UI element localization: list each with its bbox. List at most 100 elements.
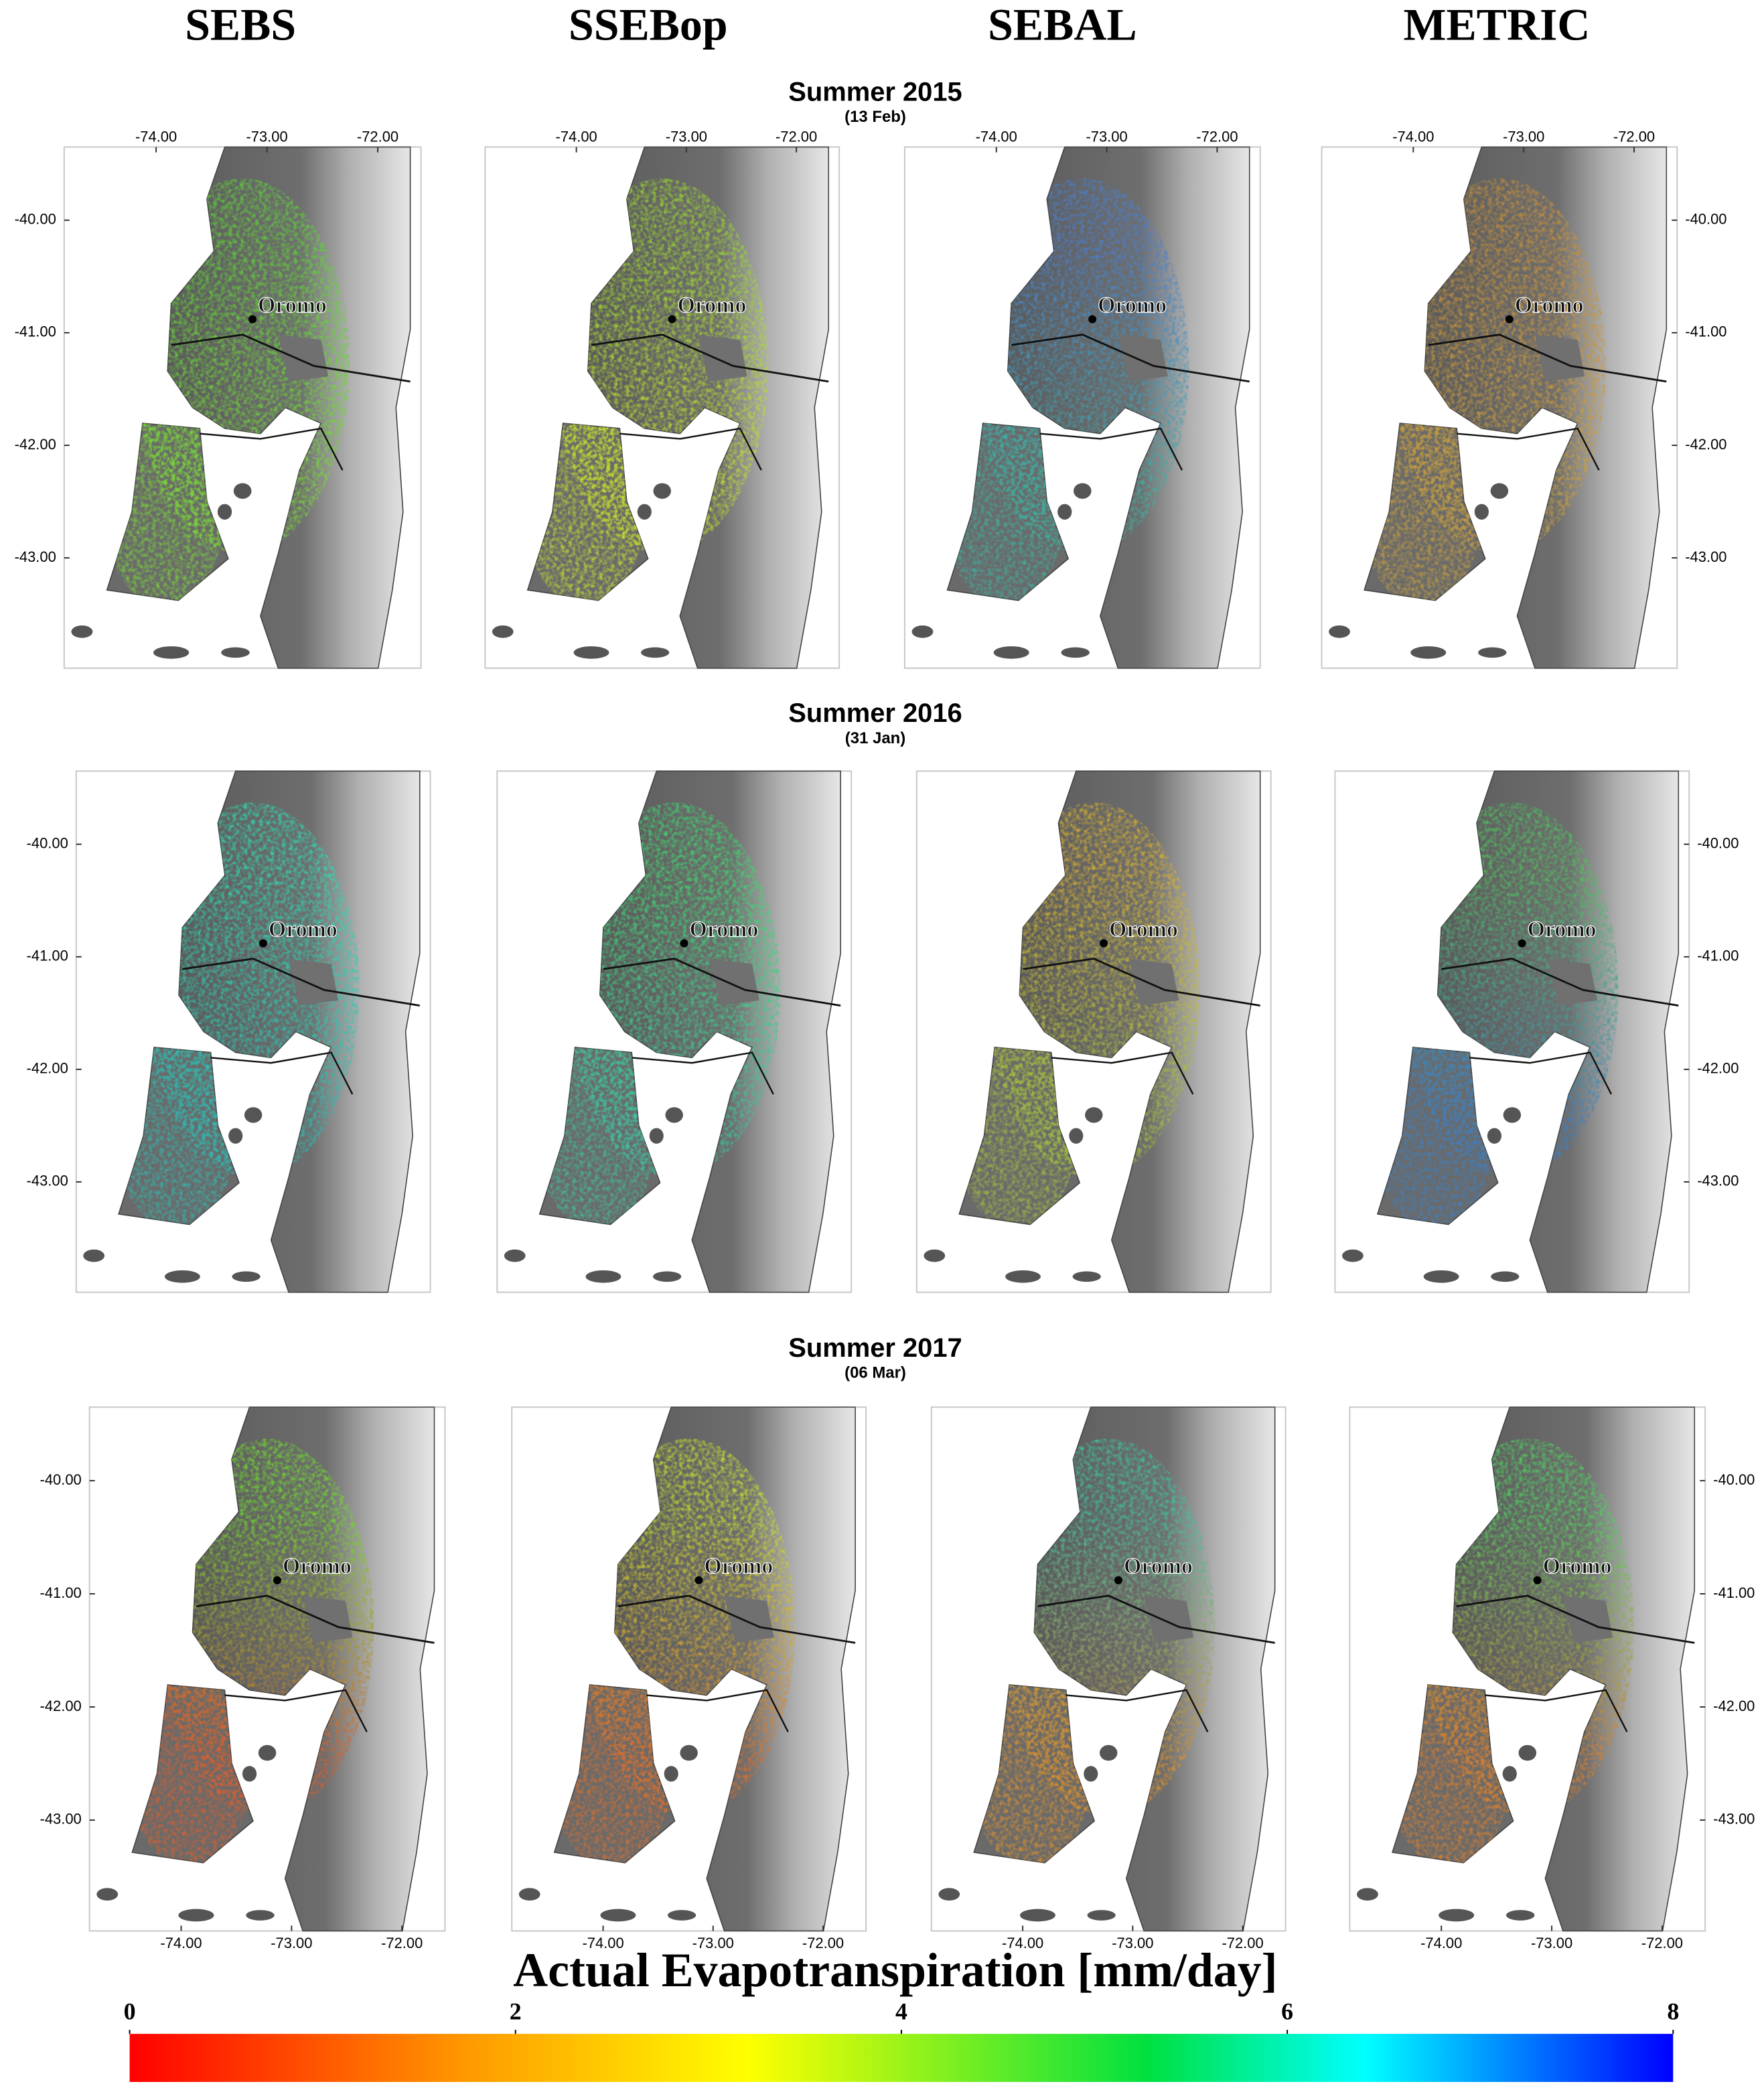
border: [1428, 333, 1667, 383]
island: [1503, 1107, 1522, 1123]
place-label: Oromo: [1124, 1554, 1193, 1579]
place-label: Oromo: [704, 1554, 773, 1579]
place-label: Oromo: [283, 1554, 352, 1579]
border: [210, 1051, 354, 1095]
place-marker: [1505, 315, 1514, 323]
island: [1342, 1249, 1364, 1262]
lake: [1547, 958, 1597, 1006]
island: [1423, 1270, 1459, 1283]
column-title: METRIC: [1403, 0, 1590, 50]
island: [1057, 504, 1072, 520]
place-marker: [1100, 939, 1108, 948]
colorbar-tick-label: 0: [124, 1998, 136, 2024]
place-label: Oromo: [1528, 917, 1597, 942]
island: [1087, 1910, 1116, 1921]
place-label: Oromo: [1543, 1554, 1612, 1579]
x-tick-label: -74.00: [582, 1935, 623, 1951]
island: [664, 1766, 678, 1782]
border: [182, 958, 420, 1007]
y-tick-label: -42.00: [1697, 1060, 1739, 1077]
island: [217, 504, 232, 520]
y-tick-label: -40.00: [1685, 211, 1726, 228]
island: [1478, 647, 1507, 658]
colorbar-title: Actual Evapotranspiration [mm/day]: [513, 1943, 1277, 1997]
y-tick-label: -42.00: [1713, 1698, 1755, 1714]
border: [1023, 958, 1260, 1007]
border: [591, 333, 829, 383]
island: [1100, 1744, 1118, 1761]
y-tick-label: -43.00: [1697, 1173, 1739, 1189]
x-tick-label: -73.00: [271, 1935, 312, 1951]
y-tick-label: -43.00: [1713, 1811, 1755, 1828]
colorbar-tick-label: 8: [1667, 1998, 1679, 2024]
lake: [709, 958, 759, 1006]
island: [938, 1888, 960, 1901]
place-label: Oromo: [689, 917, 758, 942]
x-tick-label: -73.00: [666, 128, 707, 145]
lake: [1534, 334, 1585, 382]
border: [171, 333, 411, 383]
map-panel: Oromo -74.00 -73.00 -72.00: [484, 128, 840, 669]
place-marker: [1518, 939, 1526, 948]
border: [603, 958, 841, 1007]
island: [1505, 1910, 1535, 1921]
x-tick-label: -73.00: [1503, 128, 1544, 145]
column-title: SSEBop: [569, 0, 728, 50]
island: [178, 1909, 214, 1922]
island: [1074, 483, 1092, 499]
map-panel: Oromo -74.00 -73.00 -72.00 -40.00 -41.00 -42.0…: [1321, 128, 1726, 669]
column-title: SEBAL: [988, 0, 1136, 50]
x-tick-label: -72.00: [381, 1935, 423, 1951]
row-date: (31 Jan): [845, 729, 905, 747]
island: [649, 1128, 664, 1144]
island: [221, 647, 250, 658]
place-marker: [1533, 1576, 1542, 1584]
y-tick-label: -43.00: [40, 1811, 82, 1828]
map-panel: Oromo -74.00 -73.00 -72.00 -40.00 -41.00 -42.0…: [40, 1406, 446, 1951]
x-tick-label: -72.00: [1613, 128, 1655, 145]
place-marker: [248, 315, 257, 323]
x-tick-label: -74.00: [1392, 128, 1434, 145]
colorbar-tick-label: 4: [895, 1998, 907, 2024]
island: [1410, 646, 1447, 659]
x-tick-label: -73.00: [1112, 1935, 1153, 1951]
island: [667, 1910, 696, 1921]
y-tick-label: -40.00: [1713, 1471, 1755, 1488]
island: [911, 625, 934, 638]
x-tick-label: -72.00: [1222, 1935, 1263, 1951]
island: [504, 1249, 526, 1262]
y-tick-label: -41.00: [15, 323, 56, 340]
place-label: Oromo: [1109, 917, 1178, 942]
y-tick-label: -40.00: [15, 211, 56, 228]
map-panel: Oromo -74.00 -73.00 -72.00: [903, 128, 1261, 669]
x-tick-label: -74.00: [135, 128, 177, 145]
island: [258, 1744, 277, 1761]
island: [641, 647, 670, 658]
row-title: Summer 2017: [788, 1333, 962, 1363]
x-tick-label: -73.00: [246, 128, 287, 145]
y-tick-label: -42.00: [15, 436, 56, 453]
island: [600, 1909, 636, 1922]
x-tick-label: -74.00: [1002, 1935, 1043, 1951]
island: [1020, 1909, 1055, 1922]
lake: [303, 1595, 353, 1643]
island: [1518, 1744, 1537, 1761]
border: [200, 427, 344, 471]
place-marker: [694, 1576, 703, 1584]
lake: [278, 334, 329, 382]
y-tick-label: -41.00: [1713, 1584, 1755, 1601]
island: [1487, 1128, 1501, 1144]
island: [1474, 504, 1489, 520]
border: [1485, 1689, 1628, 1732]
border: [1457, 427, 1600, 471]
x-tick-label: -74.00: [976, 128, 1017, 145]
border: [1065, 1689, 1209, 1732]
island: [993, 646, 1029, 659]
x-tick-label: -74.00: [1420, 1935, 1462, 1951]
island: [637, 504, 652, 520]
border: [617, 1594, 856, 1644]
x-tick-label: -74.00: [160, 1935, 202, 1951]
island: [1439, 1909, 1475, 1922]
